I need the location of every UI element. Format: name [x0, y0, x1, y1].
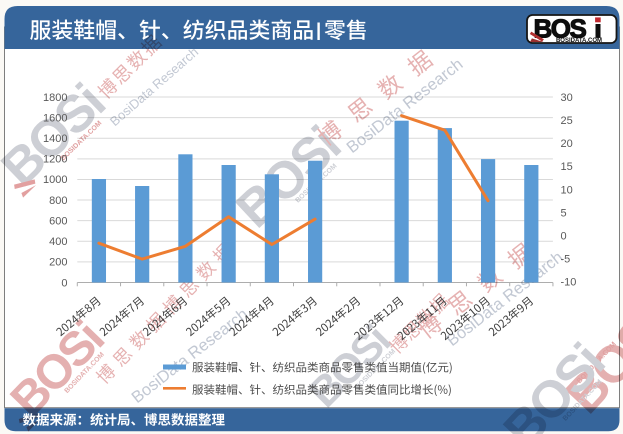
svg-text:10: 10: [561, 184, 573, 196]
svg-text:0: 0: [61, 277, 67, 289]
svg-text:20: 20: [561, 138, 573, 150]
svg-text:1400: 1400: [43, 133, 67, 145]
svg-text:600: 600: [49, 215, 67, 227]
svg-text:5: 5: [561, 207, 567, 219]
svg-text:BOSIDATA.COM: BOSIDATA.COM: [556, 38, 602, 44]
svg-text:200: 200: [49, 257, 67, 269]
svg-text:1800: 1800: [43, 92, 67, 104]
svg-text:1000: 1000: [43, 174, 67, 186]
svg-text:15: 15: [561, 161, 573, 173]
svg-text:1600: 1600: [43, 112, 67, 124]
svg-text:30: 30: [561, 92, 573, 104]
svg-text:25: 25: [561, 115, 573, 127]
svg-text:0: 0: [561, 230, 567, 242]
svg-text:-10: -10: [561, 276, 577, 288]
svg-text:800: 800: [49, 195, 67, 207]
svg-text:-5: -5: [561, 253, 571, 265]
svg-text:1200: 1200: [43, 154, 67, 166]
svg-text:400: 400: [49, 236, 67, 248]
